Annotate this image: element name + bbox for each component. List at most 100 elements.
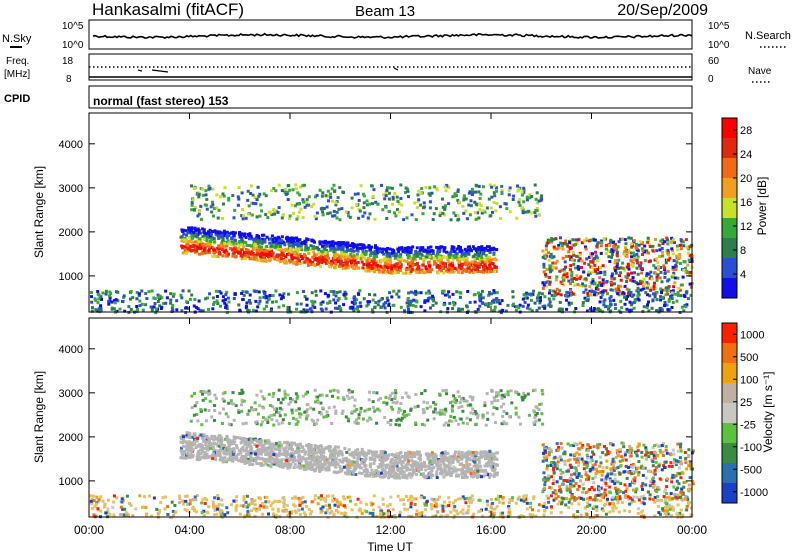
heatmap-cell [647, 243, 651, 246]
heatmap-cell [575, 254, 579, 258]
heatmap-cell [286, 190, 290, 194]
heatmap-cell [104, 511, 108, 515]
heatmap-cell [420, 511, 424, 515]
heatmap-cell [415, 270, 419, 274]
heatmap-cell [673, 241, 676, 244]
heatmap-cell [522, 494, 526, 498]
heatmap-cell [385, 217, 389, 220]
heatmap-cell [222, 194, 226, 198]
heatmap-cell [371, 202, 374, 206]
heatmap-cell [269, 504, 273, 508]
heatmap-cell [567, 254, 571, 258]
heatmap-cell [461, 262, 464, 266]
heatmap-cell [271, 507, 275, 511]
heatmap-cell [666, 292, 670, 296]
heatmap-cell [474, 217, 478, 221]
heatmap-cell [341, 263, 345, 267]
heatmap-cell [338, 500, 342, 504]
heatmap-cell [360, 260, 364, 264]
heatmap-cell [443, 207, 447, 211]
heatmap-cell [187, 240, 191, 244]
heatmap-cell [661, 242, 665, 245]
heatmap-cell [382, 302, 386, 306]
heatmap-cell [465, 259, 469, 263]
heatmap-cell [319, 494, 323, 498]
heatmap-cell [200, 501, 204, 505]
heatmap-cell [537, 199, 541, 203]
heatmap-cell [530, 309, 534, 313]
heatmap-cell [199, 247, 202, 251]
heatmap-cell [630, 263, 634, 267]
heatmap-cell [298, 513, 302, 516]
heatmap-cell [341, 267, 345, 270]
heatmap-cell [603, 502, 607, 506]
heatmap-cell [548, 300, 552, 304]
heatmap-cell [590, 266, 594, 270]
heatmap-cell [328, 211, 332, 215]
heatmap-cell [478, 202, 481, 206]
heatmap-cell [222, 446, 226, 450]
freq-tick-top: 18 [62, 56, 74, 67]
heatmap-cell [581, 304, 585, 307]
heatmap-cell [387, 302, 391, 306]
heatmap-cell [409, 505, 413, 509]
heatmap-cell [182, 232, 186, 236]
heatmap-cell [438, 214, 442, 218]
heatmap-cell [208, 243, 212, 247]
heatmap-cell [664, 505, 667, 509]
heatmap-cell [556, 292, 560, 296]
heatmap-cell [200, 309, 204, 313]
heatmap-cell [480, 261, 484, 265]
heatmap-cell [244, 254, 248, 257]
heatmap-cell [519, 498, 523, 502]
heatmap-cell [451, 292, 455, 296]
nsky-label: N.Sky [2, 33, 32, 45]
heatmap-cell [630, 251, 633, 255]
heatmap-cell [356, 243, 360, 247]
heatmap-cell [321, 210, 325, 214]
heatmap-cell [370, 245, 373, 249]
heatmap-cell [447, 290, 451, 294]
heatmap-cell [670, 297, 674, 301]
heatmap-cell [567, 250, 571, 254]
heatmap-cell [482, 257, 486, 261]
heatmap-cell [358, 507, 362, 511]
heatmap-cell [466, 249, 470, 252]
heatmap-cell [605, 243, 608, 247]
heatmap-cell [664, 261, 668, 265]
heatmap-cell [477, 256, 481, 260]
heatmap-cell [423, 514, 427, 518]
heatmap-cell [330, 246, 334, 250]
heatmap-cell [286, 513, 290, 517]
heatmap-cell [664, 501, 668, 505]
heatmap-cell [492, 289, 496, 293]
heatmap-cell [663, 275, 667, 279]
heatmap-cell [652, 264, 656, 268]
heatmap-cell [682, 244, 686, 248]
heatmap-cell [393, 192, 397, 195]
heatmap-cell [601, 278, 605, 282]
heatmap-cell [409, 256, 413, 260]
heatmap-cell [144, 303, 148, 307]
heatmap-cell [619, 271, 623, 275]
heatmap-cell [268, 294, 272, 297]
heatmap-cell [552, 498, 556, 502]
heatmap-cell [185, 509, 189, 512]
heatmap-cell [468, 300, 472, 304]
heatmap-cell [423, 300, 427, 304]
heatmap-cell [661, 509, 665, 513]
heatmap-cell [237, 244, 241, 248]
heatmap-cell [584, 288, 588, 292]
heatmap-cell [191, 241, 195, 245]
heatmap-cell [324, 260, 327, 264]
heatmap-cell [352, 249, 356, 253]
heatmap-cell [372, 494, 376, 498]
heatmap-cell [685, 508, 689, 512]
heatmap-cell [262, 240, 266, 243]
heatmap-cell [296, 254, 300, 258]
heatmap-cell [183, 508, 187, 512]
heatmap-cell [458, 200, 462, 204]
heatmap-cell [669, 240, 673, 244]
heatmap-cell [360, 253, 364, 257]
heatmap-cell [238, 308, 242, 312]
